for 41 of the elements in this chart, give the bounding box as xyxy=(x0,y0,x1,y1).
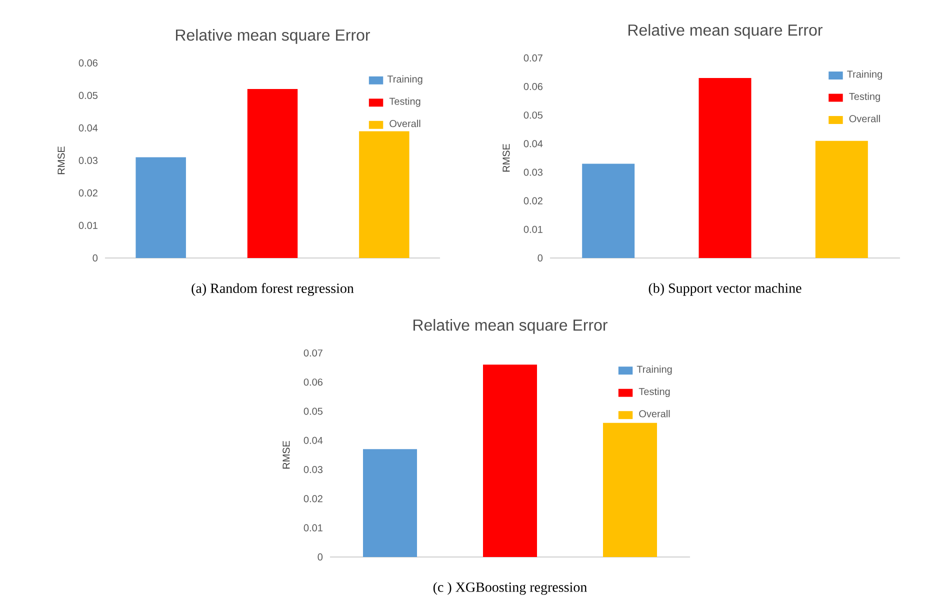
legend-label: Overall xyxy=(390,120,420,128)
y-tick-label: 0.06 xyxy=(78,59,98,67)
y-tick-label: 0.07 xyxy=(304,349,322,357)
y-tick-label: 0.02 xyxy=(304,495,322,502)
text: (a) Random forest regression xyxy=(192,283,354,296)
y-tick-label: 0.01 xyxy=(78,222,98,230)
legend-label: Training xyxy=(387,75,422,85)
legend-label: Overall xyxy=(639,410,670,418)
y-tick-label: 0 xyxy=(538,254,543,262)
y-tick-label: 0.03 xyxy=(524,168,542,176)
y-tick-label: 0.01 xyxy=(304,524,322,532)
legend-label: Training xyxy=(847,70,882,80)
y-tick-label: 0.06 xyxy=(304,378,322,386)
chart-title: Relative mean square Error xyxy=(176,28,370,44)
y-tick-label: 0.01 xyxy=(524,226,542,233)
y-tick-label: 0.05 xyxy=(78,92,98,100)
legend-label: Testing xyxy=(849,92,880,102)
chart-title: Relative mean square Error xyxy=(414,319,608,334)
y-tick-label: 0.03 xyxy=(78,156,98,164)
y-tick-label: 0 xyxy=(92,254,98,262)
text: (c ) XGBoosting regression xyxy=(433,582,587,595)
y-tick-label: 0.04 xyxy=(304,436,323,444)
legend-label: Testing xyxy=(638,388,670,398)
y-axis-title: RMSE xyxy=(282,440,290,469)
y-tick-label: 0.03 xyxy=(304,466,322,474)
y-tick-label: 0.02 xyxy=(524,197,542,204)
y-tick-label: 0.06 xyxy=(524,83,542,90)
y-axis-title: RMSE xyxy=(58,146,65,174)
y-tick-label: 0.05 xyxy=(524,112,543,119)
y-tick-label: 0.04 xyxy=(78,124,98,132)
y-tick-label: 0 xyxy=(318,553,323,561)
y-axis-title: RMSE xyxy=(502,144,510,172)
y-tick-label: 0.05 xyxy=(304,408,323,415)
y-tick-label: 0.07 xyxy=(524,54,542,62)
legend-label: Overall xyxy=(849,114,880,122)
y-tick-label: 0.04 xyxy=(524,140,543,148)
y-tick-label: 0.02 xyxy=(78,189,98,197)
legend-label: Testing xyxy=(389,98,420,107)
legend-label: Training xyxy=(636,365,672,375)
chart-title: Relative mean square Error xyxy=(628,24,823,39)
text: (b) Support vector machine xyxy=(648,283,802,296)
